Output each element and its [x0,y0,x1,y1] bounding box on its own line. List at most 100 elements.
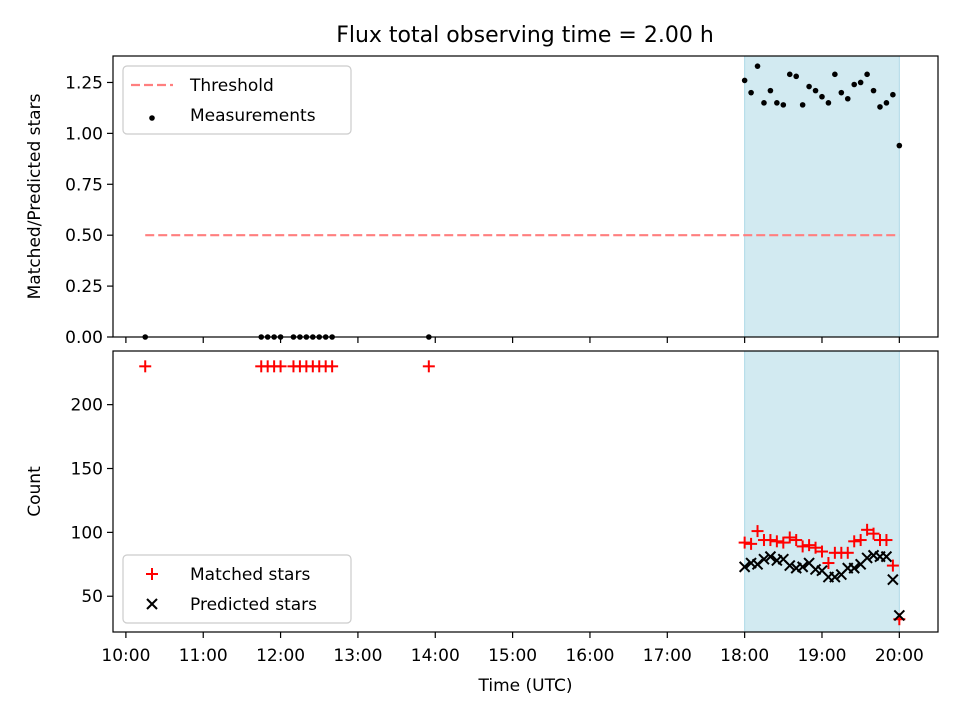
legend: Threshold Measurements [122,65,352,135]
marker-stroke [796,561,809,573]
measurement-point [890,91,896,98]
matched-star-marker [790,534,803,547]
x-tick-label: 12:00 [256,646,305,666]
marker-stroke [848,562,860,574]
marker-stroke [758,553,770,565]
matched-star-marker [848,535,861,548]
series-matched-stars [139,360,906,626]
matched-star-marker [139,360,152,373]
measurement-point [741,77,748,84]
matched-star-marker [815,545,828,558]
x-tick-label: 13:00 [333,646,382,666]
y-tick-label: 100 [71,523,103,543]
marker-stroke [738,561,751,573]
x-tick-label: 15:00 [488,646,537,666]
marker-stroke [893,609,906,622]
x-tick-label: 11:00 [179,646,228,666]
predicted-star-marker [764,550,777,563]
matched-star-marker [861,523,874,536]
x-tick-label: 20:00 [875,646,924,666]
y-tick-label: 0.00 [65,328,103,348]
measurement-point [754,63,761,69]
measurement-point [786,71,793,78]
matched-star-marker [326,360,339,373]
measurement-point [864,71,870,78]
measurement-point [793,73,800,80]
measurement-point [851,81,858,88]
legend-measurement-swatch [149,115,155,121]
marker-stroke [867,549,880,562]
matched-star-marker [422,360,435,373]
shaded-observing-interval [744,55,900,338]
matched-star-marker [770,535,783,548]
bottom-panel: 50 100 150 200 10:00 11:00 12:00 13:00 14:00 15:0… [25,350,939,696]
x-tick-label: 18:00 [720,646,769,666]
matched-star-marker [886,559,899,572]
y-tick-label: 200 [71,396,103,416]
predicted-star-marker [796,561,809,573]
measurement-point [812,87,819,94]
x-axis-label: Time (UTC) [478,676,573,696]
marker-stroke [784,559,796,572]
shaded-observing-interval [744,350,900,633]
y-tick-label: 0.50 [65,226,103,246]
matched-star-marker [854,534,867,547]
measurement-point [825,100,832,106]
marker-stroke [887,573,899,586]
y-axis-label: Matched/Predicted stars [25,93,45,299]
legend-label: Measurements [190,106,316,126]
x-tick-label: 14:00 [411,646,460,666]
matched-star-marker [822,557,835,570]
matched-star-marker [796,540,809,553]
legend-box [122,554,352,624]
matched-star-marker [751,525,764,538]
y-tick-label: 50 [81,587,103,607]
measurement-point [844,95,851,102]
measurement-point [780,102,787,108]
measurement-point [883,100,890,106]
predicted-star-marker [880,550,893,563]
legend-label: Threshold [189,76,274,96]
matched-star-marker [783,531,796,544]
measurement-point [857,79,864,86]
measurement-point [767,87,774,94]
y-axis-label: Count [25,466,45,517]
legend-box [122,65,352,135]
x-tick-label: 19:00 [797,646,846,666]
matched-star-marker [809,541,822,554]
measurement-point [870,87,877,94]
measurement-point [896,142,903,149]
matched-star-marker [745,537,758,550]
axes-frame [112,350,939,633]
marker-stroke [764,550,777,563]
legend-label: Predicted stars [190,595,317,615]
y-tick-label: 1.00 [65,124,103,144]
matched-star-marker [867,527,880,540]
y-tick-label: 0.25 [65,277,103,297]
marker-stroke [809,563,822,576]
marker-stroke [861,552,873,564]
predicted-star-marker [738,561,751,573]
predicted-star-marker [758,553,770,565]
y-tick-label: 1.25 [65,73,103,93]
measurement-point [774,100,780,106]
marker-stroke [777,553,790,565]
matched-star-marker [880,534,893,547]
axes-frame [112,55,939,338]
marker-stroke [816,564,828,577]
marker-stroke [880,550,893,563]
matched-star-marker [841,546,854,559]
matched-star-marker [274,360,287,373]
y-tick-label: 150 [71,460,103,480]
marker-stroke [829,571,841,583]
measurement-point [877,104,883,110]
predicted-star-marker [829,571,841,583]
x-tick-label: 10:00 [101,646,150,666]
matched-star-marker [738,536,751,549]
measurement-point [761,100,767,106]
matched-star-marker [803,539,816,552]
matched-star-marker [764,534,777,547]
chart-title: Flux total observing time = 2.00 h [336,23,714,48]
top-panel: 0.00 0.25 0.50 0.75 1.00 1.25 Matched/Predicte… [25,55,939,348]
